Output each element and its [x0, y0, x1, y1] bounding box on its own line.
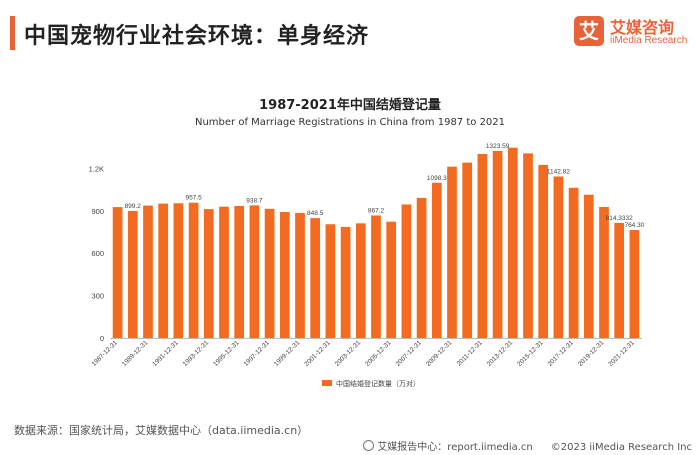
bar — [355, 223, 366, 338]
y-tick-label: 900 — [91, 207, 104, 216]
legend-label: 中国结婚登记数量（万对） — [336, 379, 420, 388]
bar — [264, 208, 275, 338]
x-tick-label: 2003-12-31 — [334, 339, 363, 368]
x-tick-label: 2015-12-31 — [516, 339, 545, 368]
bar — [507, 147, 518, 338]
x-tick-label: 2005-12-31 — [364, 339, 393, 368]
chart-subtitle: Number of Marriage Registrations in Chin… — [194, 117, 506, 128]
bar — [416, 197, 427, 338]
bar — [219, 206, 229, 338]
x-tick-label: 2011-12-31 — [456, 339, 484, 367]
bar — [340, 226, 351, 338]
data-source: 数据来源：国家统计局，艾媒数据中心（data.iimedia.cn） — [14, 424, 309, 437]
bar-chart: 0 300 600 900 1.2K 899.2 957.5 938.7 848.5 867.2 1… — [89, 143, 645, 388]
brand-name-en: iiMedia Research — [610, 35, 688, 46]
bar — [188, 202, 199, 338]
bar — [325, 224, 336, 338]
bar — [553, 176, 564, 338]
bar — [538, 164, 549, 338]
data-label: 1142.82 — [547, 169, 570, 176]
x-tick-label: 1997-12-31 — [243, 339, 272, 368]
data-label: 814.3332 — [606, 215, 633, 222]
bar — [310, 218, 321, 338]
bar — [203, 209, 214, 338]
bar — [583, 194, 594, 338]
x-tick-label: 1995-12-31 — [212, 339, 241, 368]
x-tick-label: 2009-12-31 — [425, 339, 454, 368]
x-tick-label: 2017-12-31 — [547, 339, 576, 368]
bar — [112, 207, 123, 338]
footer-copyright: ©2023 iiMedia Research Inc — [550, 442, 692, 453]
bar — [158, 203, 169, 338]
x-tick-label: 1991-12-31 — [151, 339, 180, 368]
data-label: 1323.59 — [486, 143, 510, 150]
bar — [462, 162, 473, 338]
bar — [447, 166, 457, 338]
legend-swatch — [322, 380, 332, 386]
x-tick-label: 1999-12-31 — [273, 339, 302, 368]
x-tick-label: 2019-12-31 — [577, 339, 606, 368]
data-label: 957.5 — [185, 195, 202, 202]
data-label: 899.2 — [125, 203, 142, 210]
y-tick-label: 300 — [91, 292, 104, 301]
x-tick-label: 1993-12-31 — [182, 339, 211, 368]
bar — [386, 221, 397, 338]
brand-logo: 艾 艾媒咨询 iiMedia Research — [574, 14, 694, 54]
bar — [568, 187, 579, 338]
bar — [599, 206, 609, 338]
bar — [234, 206, 245, 338]
bar — [249, 205, 260, 338]
brand-name-cn: 艾媒咨询 — [610, 18, 675, 37]
x-tick-label: 1989-12-31 — [121, 339, 150, 368]
data-label: 848.5 — [307, 210, 324, 217]
bar — [477, 153, 488, 338]
page-title: 中国宠物行业社会环境：单身经济 — [24, 24, 370, 49]
bar — [614, 222, 625, 338]
data-label: 867.2 — [368, 207, 385, 214]
title-accent-bar — [10, 16, 15, 50]
bar — [295, 212, 305, 338]
data-label: 764.30 — [624, 222, 644, 229]
bar — [173, 203, 184, 338]
bar — [371, 215, 381, 338]
brand-logo-icon: 艾 — [574, 16, 604, 46]
bar — [629, 230, 640, 338]
x-tick-label: 2021-12-31 — [607, 339, 636, 368]
chart-title: 1987-2021年中国结婚登记量 — [259, 98, 441, 113]
x-tick-label: 1987-12-31 — [91, 339, 120, 368]
footer-report-link[interactable]: 艾媒报告中心：report.iimedia.cn — [377, 442, 533, 453]
data-label: 1098.3 — [427, 175, 447, 182]
x-tick-label: 2007-12-31 — [395, 339, 424, 368]
bar — [492, 150, 503, 338]
data-label: 938.7 — [246, 197, 263, 204]
bar — [431, 182, 442, 338]
bar — [127, 210, 138, 338]
y-tick-label: 1.2K — [89, 164, 104, 173]
footer: 艾媒报告中心：report.iimedia.cn ©2023 iiMedia Re… — [363, 438, 692, 453]
y-tick-label: 0 — [100, 334, 104, 343]
y-tick-label: 600 — [91, 249, 104, 258]
bar — [279, 211, 290, 338]
bar — [143, 205, 153, 338]
report-center-icon — [363, 440, 375, 451]
bar — [523, 153, 533, 338]
bar — [401, 204, 412, 338]
x-tick-label: 2013-12-31 — [486, 339, 515, 368]
x-tick-label: 2001-12-31 — [303, 339, 332, 368]
